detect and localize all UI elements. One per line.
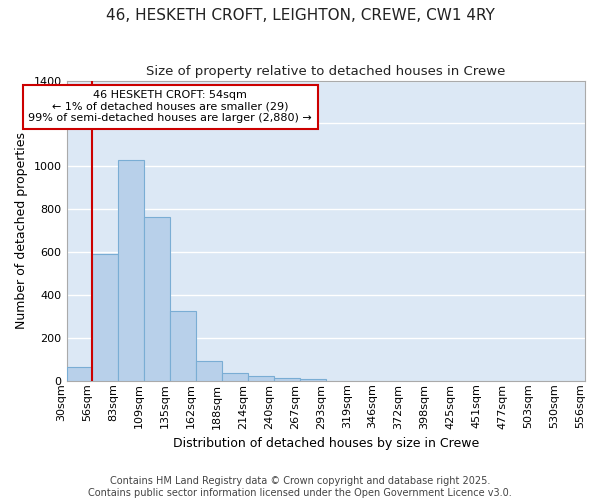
Text: 46, HESKETH CROFT, LEIGHTON, CREWE, CW1 4RY: 46, HESKETH CROFT, LEIGHTON, CREWE, CW1 … xyxy=(106,8,494,22)
Bar xyxy=(170,311,196,381)
Text: 46 HESKETH CROFT: 54sqm
← 1% of detached houses are smaller (29)
99% of semi-det: 46 HESKETH CROFT: 54sqm ← 1% of detached… xyxy=(28,90,312,124)
Bar xyxy=(300,378,326,381)
Bar xyxy=(274,378,300,381)
Text: Contains HM Land Registry data © Crown copyright and database right 2025.
Contai: Contains HM Land Registry data © Crown c… xyxy=(88,476,512,498)
Bar xyxy=(248,376,274,381)
Bar xyxy=(222,372,248,381)
Bar xyxy=(118,160,145,381)
X-axis label: Distribution of detached houses by size in Crewe: Distribution of detached houses by size … xyxy=(173,437,479,450)
Bar xyxy=(196,362,222,381)
Bar xyxy=(145,216,170,381)
Bar xyxy=(92,254,118,381)
Title: Size of property relative to detached houses in Crewe: Size of property relative to detached ho… xyxy=(146,65,505,78)
Y-axis label: Number of detached properties: Number of detached properties xyxy=(15,132,28,329)
Bar xyxy=(67,367,92,381)
